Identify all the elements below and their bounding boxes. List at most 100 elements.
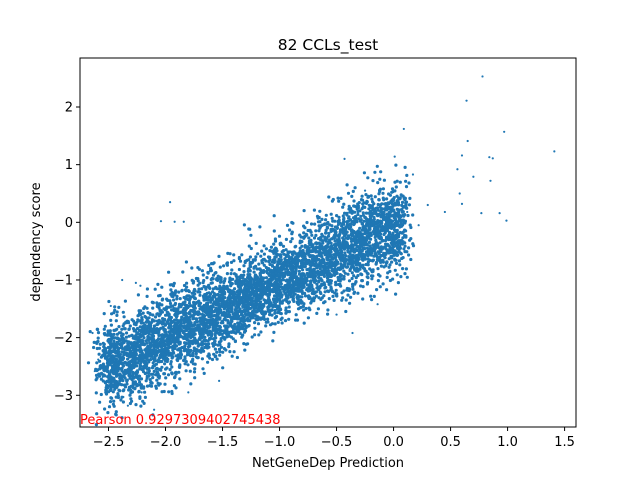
data-point (293, 266, 297, 270)
data-point (178, 356, 182, 360)
data-point (234, 296, 238, 301)
data-point (225, 326, 229, 330)
data-point (282, 272, 286, 276)
data-point (133, 387, 137, 391)
data-point (103, 374, 107, 378)
data-point (398, 246, 402, 250)
data-point (378, 285, 382, 289)
data-point (328, 247, 332, 251)
data-point (151, 376, 155, 380)
data-point (179, 323, 183, 327)
data-point (88, 330, 92, 334)
data-point (323, 286, 327, 290)
data-point (339, 249, 343, 253)
data-point (161, 335, 165, 339)
data-point (178, 363, 182, 367)
data-point (174, 372, 178, 376)
data-point (270, 260, 274, 264)
data-point (171, 294, 175, 299)
data-point (126, 320, 130, 324)
data-point (211, 344, 215, 348)
data-point (228, 276, 232, 280)
data-point (237, 257, 241, 261)
data-point (249, 316, 253, 320)
data-point (395, 273, 399, 277)
data-point (375, 220, 379, 224)
data-point (274, 271, 278, 275)
data-point (242, 223, 246, 227)
data-point (335, 292, 339, 296)
data-point (326, 266, 330, 270)
data-point (283, 319, 288, 323)
data-point (222, 335, 226, 340)
data-point (344, 254, 348, 258)
data-point (98, 342, 102, 346)
data-point (184, 369, 188, 373)
data-point (381, 187, 385, 191)
data-point (278, 294, 282, 298)
data-point (185, 333, 189, 337)
data-point (218, 350, 222, 354)
data-point (371, 179, 375, 183)
data-point (279, 308, 283, 312)
data-point (191, 352, 195, 356)
data-point (326, 312, 330, 316)
data-point (393, 189, 397, 193)
data-point (344, 243, 348, 247)
data-point (199, 307, 203, 311)
data-point (105, 356, 109, 360)
data-point (199, 328, 203, 332)
data-point (157, 367, 161, 371)
data-point (379, 170, 383, 174)
data-point (129, 391, 133, 395)
data-point (394, 258, 398, 262)
data-point (97, 374, 102, 378)
data-point (185, 294, 189, 298)
data-point (359, 272, 363, 276)
data-point (337, 199, 341, 203)
data-point (196, 323, 200, 327)
data-point (365, 231, 369, 235)
data-point (167, 390, 171, 394)
data-point (94, 423, 98, 427)
data-point (381, 191, 385, 195)
data-point (307, 246, 311, 250)
data-point (279, 241, 283, 245)
data-point (140, 318, 144, 322)
data-point (222, 280, 226, 285)
data-point (115, 336, 119, 340)
data-point (209, 322, 213, 326)
data-point (112, 372, 116, 376)
data-point (370, 197, 374, 201)
data-point (195, 339, 199, 343)
data-point (198, 334, 202, 339)
data-point (193, 289, 197, 293)
data-point (198, 290, 202, 294)
data-point (229, 260, 234, 264)
data-point (107, 299, 111, 304)
data-point (367, 233, 371, 237)
data-point (308, 269, 312, 273)
data-point (194, 326, 198, 330)
data-point (353, 242, 357, 246)
data-point (360, 194, 364, 198)
data-point (335, 313, 338, 316)
data-point (233, 311, 237, 315)
data-point (278, 253, 283, 257)
data-point (103, 369, 107, 373)
data-point (101, 341, 105, 345)
data-point (385, 197, 389, 201)
data-point (132, 359, 136, 363)
data-point (376, 181, 380, 185)
data-point (303, 226, 307, 230)
data-point (168, 335, 172, 339)
data-point (319, 238, 323, 242)
data-point (272, 242, 276, 246)
data-point (102, 327, 106, 331)
data-point (169, 288, 173, 292)
data-point (157, 294, 161, 298)
data-point (384, 208, 388, 212)
data-point (371, 200, 375, 204)
data-point (107, 390, 111, 394)
data-point (201, 273, 205, 277)
